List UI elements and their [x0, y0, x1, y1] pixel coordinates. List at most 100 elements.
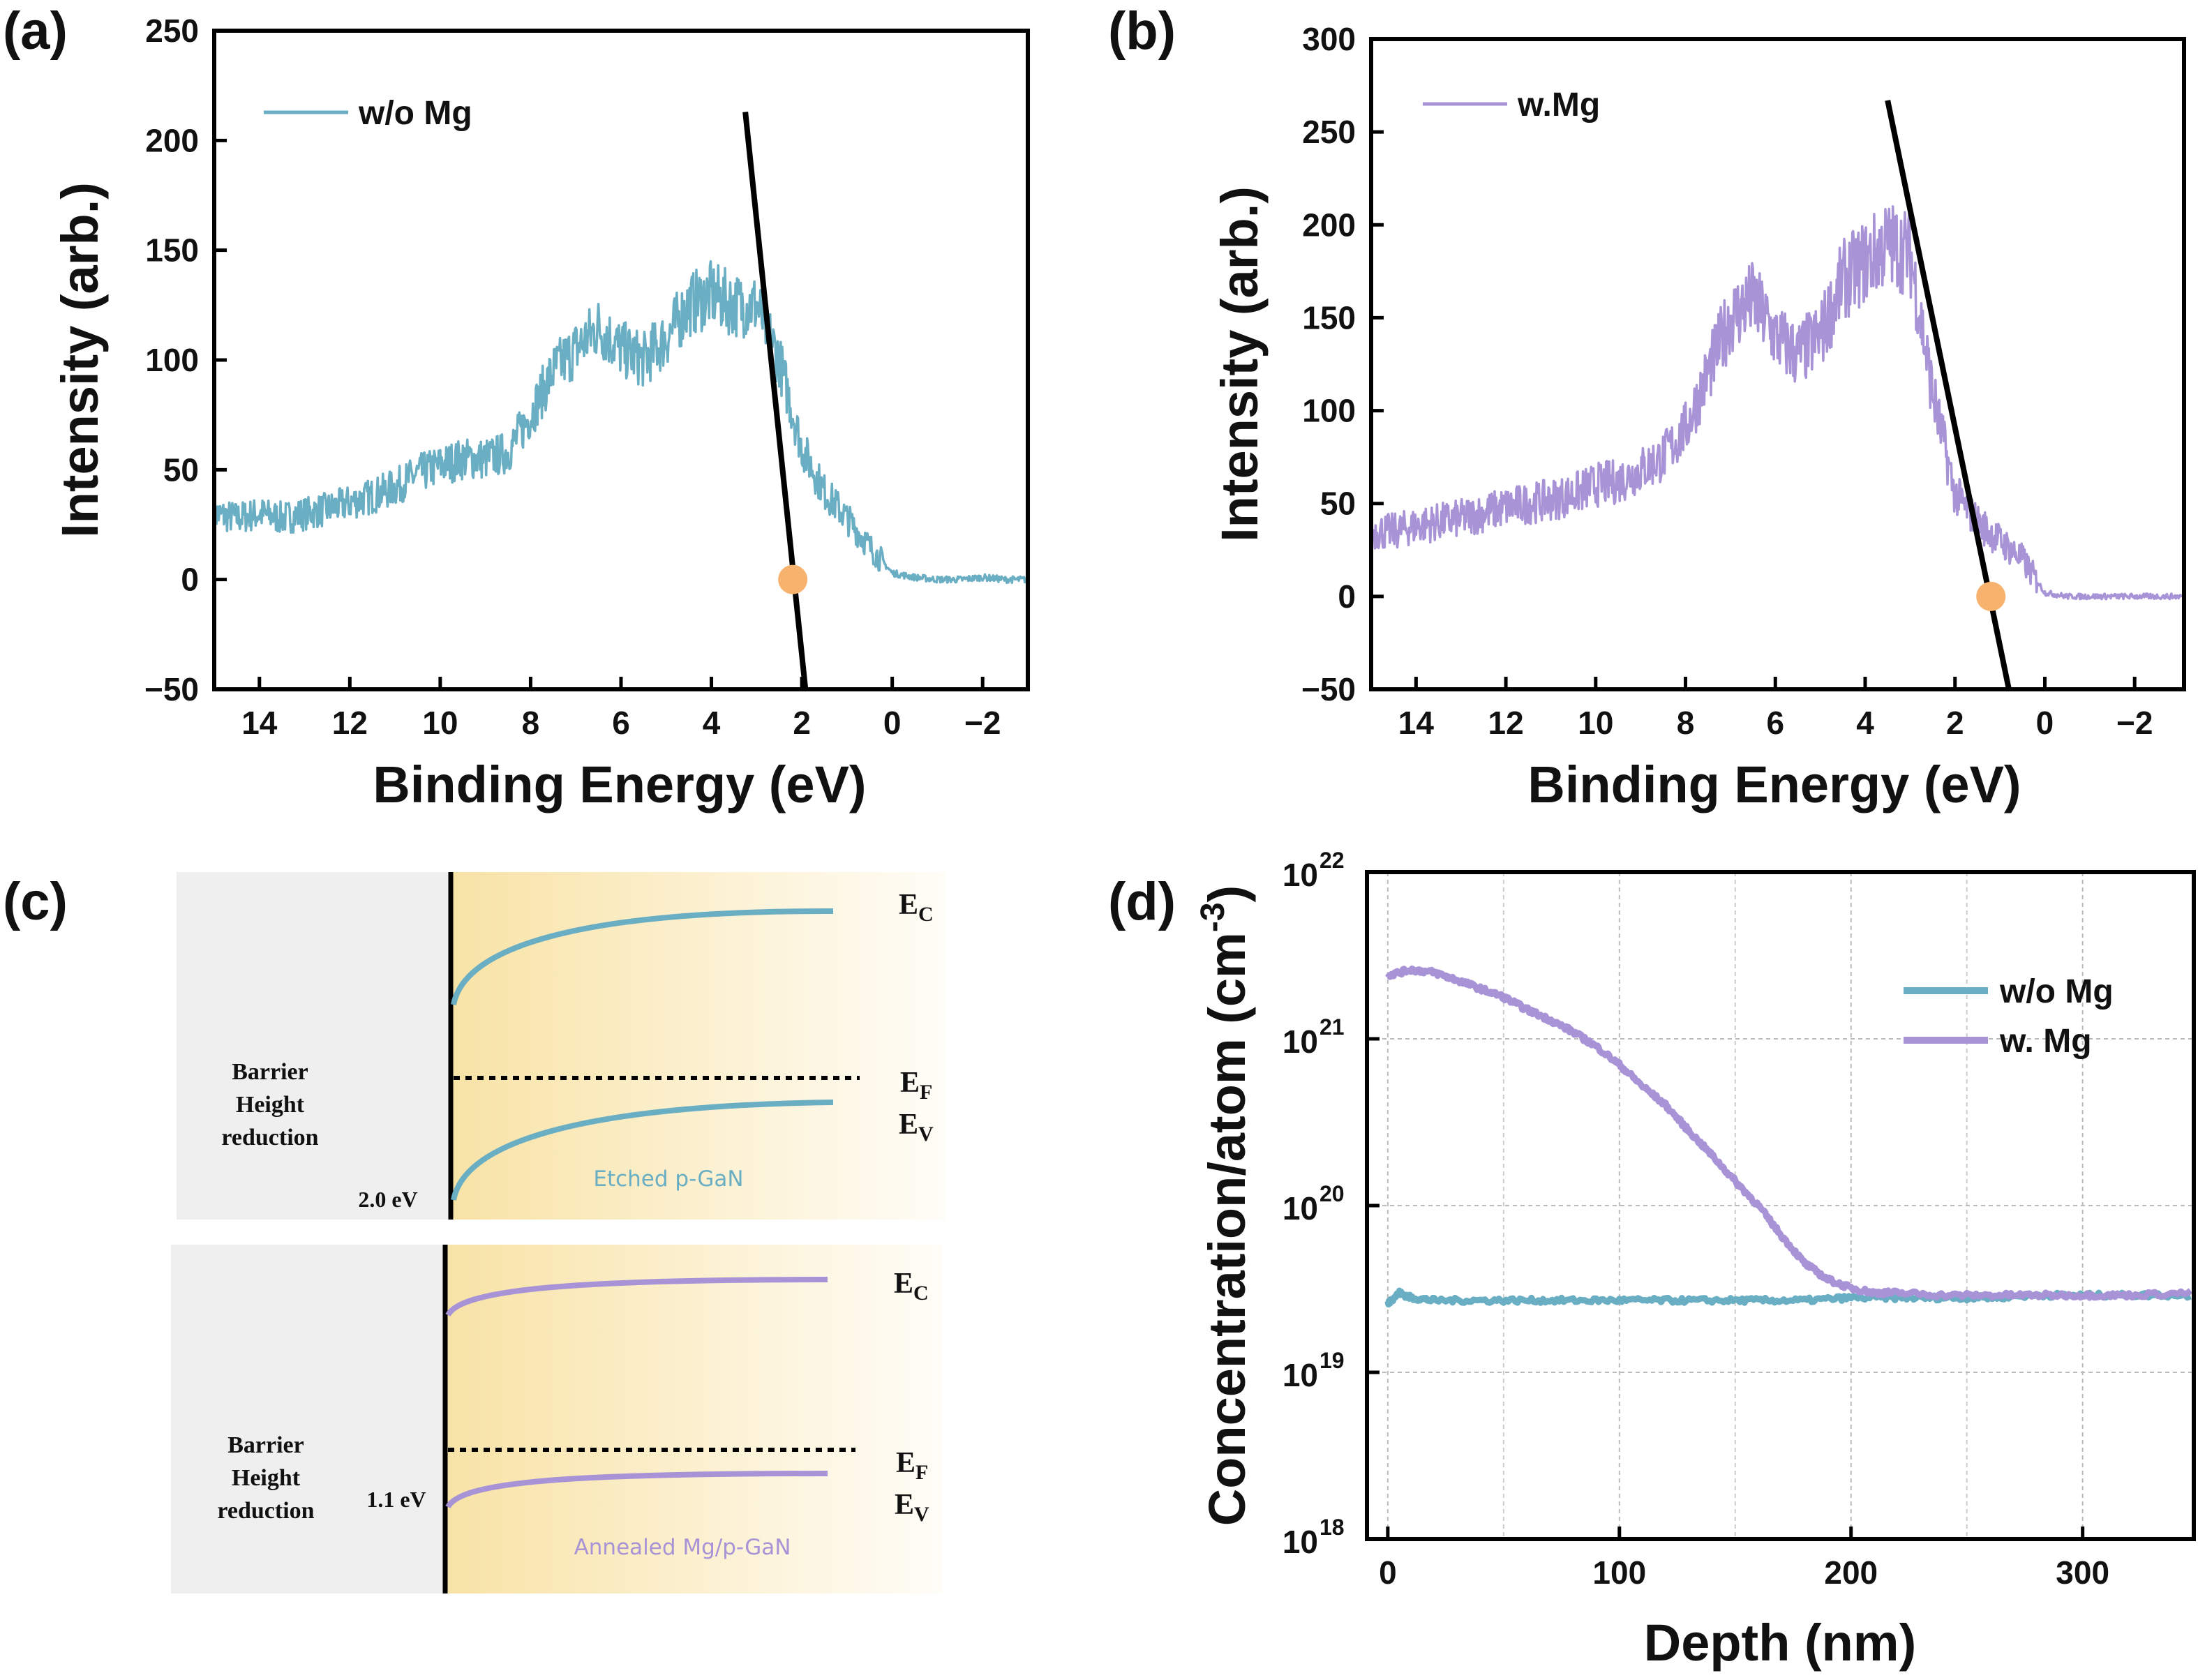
y-axis-title-text: Concentration/atom (cm	[1198, 932, 1256, 1526]
x-tick-label: 6	[1766, 705, 1784, 741]
x-tick-label: 0	[1379, 1554, 1397, 1591]
legend-label: w/o Mg	[358, 95, 472, 132]
chart-b: w.Mg 14 12 10 8 6 4 2 0 −2 −50 0 50 100 150 200 250 300 (b…	[1108, 1, 2186, 813]
y-tick-label: −50	[1301, 671, 1356, 707]
tick-exponent: 22	[1319, 848, 1345, 873]
y-tick-label: 150	[1302, 299, 1356, 336]
barrier-text-line2: Height	[236, 1092, 305, 1118]
x-tick-label: 6	[612, 705, 630, 741]
y-tick-label: 10	[1283, 1023, 1318, 1060]
linear-fit-line	[742, 112, 809, 690]
plot-frame	[1369, 37, 2186, 691]
chart-a: w/o Mg 14 12 10 8 6 4 2 0 −2 −50 0 50 100 150 200 250 (a)…	[3, 1, 1030, 813]
panel-label-b: (b)	[1108, 1, 1176, 61]
y-axis-title: Intensity (arb.)	[51, 182, 109, 538]
y-tick-label: 50	[163, 451, 199, 488]
x-tick-label: 0	[2036, 705, 2054, 741]
y-axis-title: Intensity (arb.)	[1211, 186, 1269, 542]
x-tick-label: 4	[703, 705, 721, 741]
intercept-marker	[1976, 581, 2006, 611]
x-axis-title: Binding Energy (eV)	[373, 756, 866, 813]
series-line-womg	[213, 260, 1029, 585]
band-diagram-bottom: EC EF EV Barrier Height reduction 1.1 eV…	[171, 1245, 942, 1593]
x-tick-label: 200	[1824, 1554, 1878, 1591]
y-axis-title-text: Intensity (arb.)	[51, 182, 109, 538]
conduction-band-curve	[445, 1277, 828, 1317]
tick-exponent: 21	[1319, 1014, 1345, 1040]
ev-label: EV	[895, 1489, 929, 1526]
tick-base: 10	[1283, 1524, 1318, 1560]
y-tick-label: 100	[1302, 393, 1356, 429]
tick-exponent: 19	[1319, 1348, 1345, 1373]
semiconductor-region	[445, 1245, 942, 1593]
barrier-text-line1: Barrier	[227, 1432, 304, 1458]
x-tick-label: 4	[1856, 705, 1874, 741]
x-tick-label: 10	[422, 705, 458, 741]
tick-base: 10	[1283, 1357, 1318, 1393]
x-axis-title: Binding Energy (eV)	[1527, 756, 2021, 813]
legend-label: w/o Mg	[1999, 973, 2114, 1010]
x-tick-label: 2	[793, 705, 811, 741]
ef-label: EF	[900, 1067, 932, 1104]
x-tick-label: 0	[883, 705, 902, 741]
x-tick-label: 14	[241, 705, 278, 741]
metal-region	[171, 1245, 445, 1593]
legend-label: w.Mg	[1517, 87, 1600, 123]
tick-exponent: 18	[1319, 1515, 1345, 1540]
x-tick-label: −2	[964, 705, 1001, 741]
y-tick-label: 0	[1338, 578, 1356, 615]
valence-band-curve	[445, 1471, 828, 1509]
metal-region	[177, 872, 451, 1220]
y-tick-label: 0	[181, 562, 199, 598]
tick-base: 10	[1283, 1190, 1318, 1227]
conduction-band-curve	[451, 908, 834, 1005]
panel-label-a: (a)	[3, 1, 68, 61]
material-label: Annealed Mg/p-GaN	[574, 1535, 791, 1560]
y-tick-label: 10	[1283, 1524, 1318, 1560]
y-tick-label: 250	[145, 13, 199, 49]
ec-label: EC	[899, 889, 934, 926]
y-axis-title-end: )	[1198, 885, 1256, 903]
y-tick-label: 100	[145, 342, 199, 378]
material-label: Etched p-GaN	[593, 1167, 743, 1192]
x-tick-label: 8	[1677, 705, 1695, 741]
barrier-text-line3: reduction	[221, 1125, 318, 1150]
ef-label: EF	[896, 1447, 928, 1484]
tick-exponent: 20	[1319, 1181, 1345, 1206]
x-tick-label: −2	[2116, 705, 2153, 741]
legend-label: w. Mg	[1999, 1023, 2092, 1060]
y-tick-label: 300	[1302, 21, 1356, 57]
series-line-wmg	[1370, 205, 2184, 601]
y-tick-label: 50	[1320, 486, 1356, 522]
x-tick-label: 14	[1398, 705, 1435, 741]
y-tick-label: 150	[145, 232, 199, 269]
y-tick-label: 10	[1283, 1190, 1318, 1227]
semiconductor-region	[451, 872, 946, 1220]
y-axis-title-text: Intensity (arb.)	[1211, 186, 1269, 542]
x-tick-label: 12	[1488, 705, 1524, 741]
y-tick-label: 200	[145, 122, 199, 158]
ec-label: EC	[894, 1268, 929, 1305]
y-tick-label: −50	[144, 671, 199, 707]
y-tick-label: 250	[1302, 114, 1356, 150]
x-tick-label: 300	[2056, 1554, 2109, 1591]
x-tick-label: 10	[1578, 705, 1613, 741]
barrier-text-line2: Height	[232, 1465, 301, 1491]
x-axis-title: Depth (nm)	[1644, 1614, 1917, 1672]
ev-label: EV	[899, 1109, 934, 1146]
x-tick-label: 100	[1592, 1554, 1646, 1591]
barrier-text-line1: Barrier	[232, 1059, 308, 1085]
x-tick-label: 8	[522, 705, 540, 741]
band-diagram: (c) EC EF EV Barrier Height reduction 2.…	[3, 872, 946, 1593]
series-line-wmg	[1385, 965, 2193, 1301]
x-tick-label: 2	[1946, 705, 1964, 741]
y-tick-label: 10	[1283, 857, 1318, 893]
panel-label-c: (c)	[3, 872, 68, 931]
band-diagram-top: EC EF EV Barrier Height reduction 2.0 eV…	[177, 872, 946, 1220]
y-axis-title: Concentration/atom (cm-3)	[1195, 885, 1256, 1526]
y-tick-label: 10	[1283, 1357, 1318, 1393]
y-tick-label: 200	[1302, 207, 1356, 243]
